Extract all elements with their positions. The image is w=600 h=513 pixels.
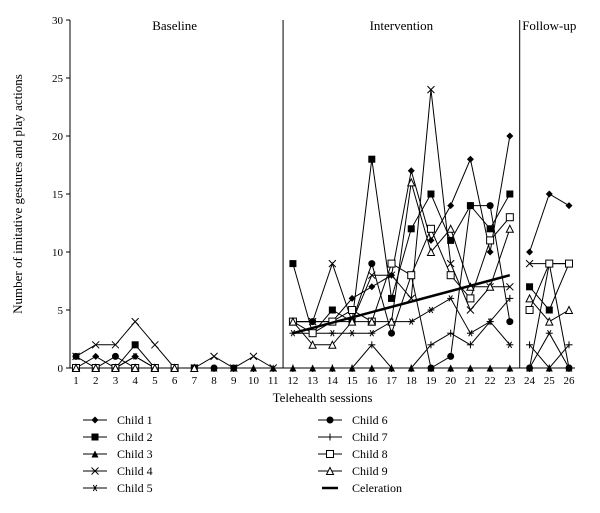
svg-text:Child 5: Child 5 (117, 481, 153, 495)
svg-text:7: 7 (192, 375, 198, 387)
svg-text:12: 12 (287, 375, 298, 387)
svg-text:Child 2: Child 2 (117, 430, 153, 444)
svg-text:2: 2 (93, 375, 99, 387)
svg-text:Child 6: Child 6 (352, 413, 388, 427)
svg-text:9: 9 (231, 375, 237, 387)
svg-text:24: 24 (524, 375, 536, 387)
svg-text:16: 16 (366, 375, 378, 387)
svg-text:17: 17 (386, 375, 398, 387)
svg-text:Child 4: Child 4 (117, 464, 153, 478)
svg-text:Child 8: Child 8 (352, 447, 388, 461)
svg-text:15: 15 (347, 375, 359, 387)
svg-text:10: 10 (52, 247, 64, 259)
svg-text:4: 4 (132, 375, 138, 387)
legend-item (83, 451, 107, 458)
svg-text:Number of imitative gestures a: Number of imitative gestures and play ac… (10, 74, 25, 314)
svg-text:26: 26 (564, 375, 576, 387)
svg-text:18: 18 (406, 375, 418, 387)
legend-item (318, 417, 342, 424)
svg-text:14: 14 (327, 375, 339, 387)
svg-text:Child 1: Child 1 (117, 413, 153, 427)
svg-text:30: 30 (52, 15, 64, 27)
svg-text:11: 11 (268, 375, 279, 387)
svg-text:10: 10 (248, 375, 260, 387)
svg-text:3: 3 (113, 375, 119, 387)
legend-item (83, 417, 107, 424)
svg-text:Child 7: Child 7 (352, 430, 388, 444)
svg-text:5: 5 (58, 305, 64, 317)
svg-text:20: 20 (52, 131, 64, 143)
svg-text:15: 15 (52, 189, 64, 201)
legend-item (83, 468, 107, 475)
svg-text:8: 8 (211, 375, 217, 387)
svg-text:25: 25 (52, 73, 64, 85)
svg-text:22: 22 (485, 375, 496, 387)
svg-text:Follow-up: Follow-up (522, 18, 576, 33)
svg-text:20: 20 (445, 375, 457, 387)
svg-text:5: 5 (152, 375, 158, 387)
svg-text:13: 13 (307, 375, 319, 387)
svg-text:Child 9: Child 9 (352, 464, 388, 478)
svg-text:25: 25 (544, 375, 556, 387)
svg-text:Child 3: Child 3 (117, 447, 153, 461)
legend-item (318, 434, 342, 441)
svg-text:21: 21 (465, 375, 476, 387)
legend-item (83, 485, 107, 491)
svg-text:6: 6 (172, 375, 178, 387)
svg-text:19: 19 (425, 375, 437, 387)
legend-item (83, 434, 107, 441)
legend-item (318, 451, 342, 458)
svg-text:Intervention: Intervention (370, 18, 434, 33)
svg-text:Baseline: Baseline (152, 18, 197, 33)
legend-item (318, 468, 342, 475)
svg-text:1: 1 (73, 375, 79, 387)
svg-text:23: 23 (504, 375, 516, 387)
series-child-4 (73, 86, 573, 371)
svg-text:Telehealth sessions: Telehealth sessions (273, 390, 373, 405)
svg-text:Celeration: Celeration (352, 481, 402, 495)
svg-text:0: 0 (58, 363, 64, 375)
